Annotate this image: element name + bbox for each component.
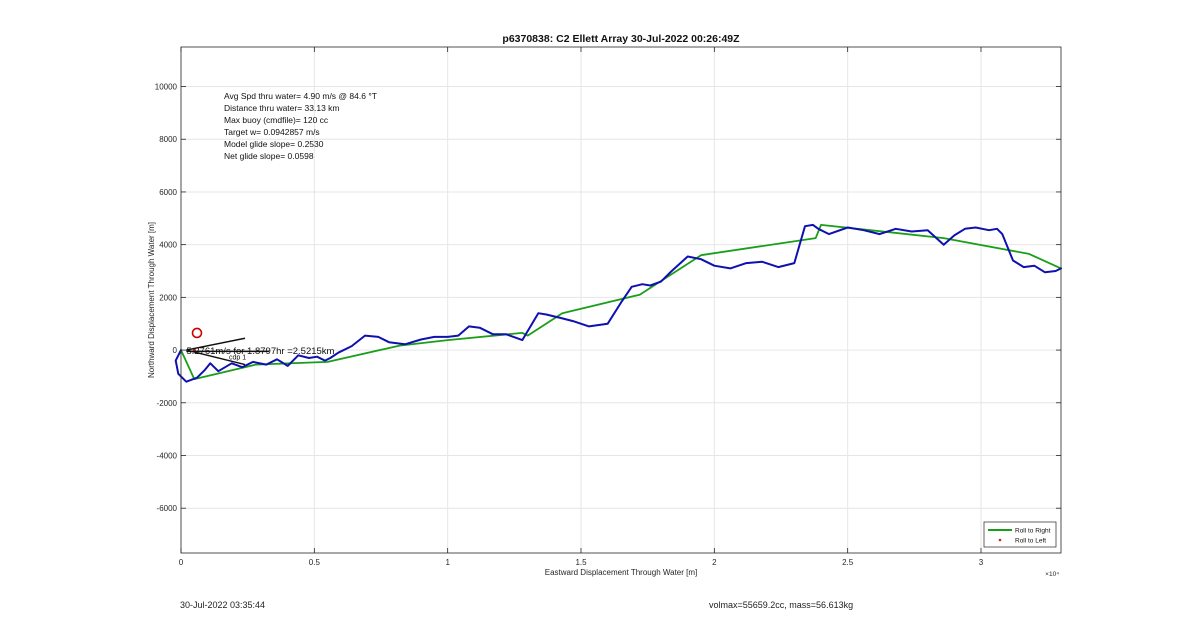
y-tick-label: 0: [173, 346, 178, 355]
x-tick-label: 1.5: [575, 558, 587, 567]
chart-title: p6370838: C2 Ellett Array 30-Jul-2022 00…: [502, 33, 740, 45]
annotation-line: Net glide slope= 0.0598: [224, 151, 314, 161]
axes-box: [180, 46, 1062, 554]
x-tick-label: 3: [979, 558, 984, 567]
annotation-line: Distance thru water= 33.13 km: [224, 103, 340, 113]
annotation-line: Model glide slope= 0.2530: [224, 139, 324, 149]
x-tick-label: 2: [712, 558, 717, 567]
axis-layer: 0 0.5 1 1.5 2 2.5 3 -6000 -4000 -2000 0 2000 4000 600…: [147, 33, 1062, 578]
x-axis-label: Eastward Displacement Through Water [m]: [545, 568, 698, 577]
x-tick-label: 1: [445, 558, 450, 567]
y-tick-label: -4000: [157, 451, 178, 460]
y-tick-label: -2000: [157, 399, 178, 408]
y-tick-label: 8000: [159, 135, 177, 144]
annotation-line: Target w= 0.0942857 m/s: [224, 127, 320, 137]
x-axis-exponent: ×10⁴: [1045, 571, 1059, 578]
annotation-line: Avg Spd thru water= 4.90 m/s @ 84.6 °T: [224, 91, 377, 101]
vector-line: [186, 349, 246, 366]
overlay-label: 5.2761m/s for 1.8797hr =2.5215km: [186, 346, 334, 357]
x-tick-label: 2.5: [842, 558, 854, 567]
y-axis-label: Northward Displacement Through Water [m]: [147, 222, 156, 378]
legend: Roll to Right Roll to Left: [983, 521, 1057, 548]
footer-timestamp: 30-Jul-2022 03:35:44: [180, 600, 266, 610]
vector-line: [186, 337, 246, 351]
y-tick-label: 4000: [159, 241, 177, 250]
circle-marker: [191, 327, 203, 339]
series-track-line: [174, 223, 1062, 383]
y-tick-label: -6000: [157, 504, 178, 513]
annotation-line: Max buoy (cmdfile)= 120 cc: [224, 115, 329, 125]
x-tick-label: 0.5: [309, 558, 321, 567]
data-layer: [174, 223, 1062, 383]
overlay-sub-label: cdp 1: [229, 355, 246, 362]
legend-label-roll-left: Roll to Left: [1015, 538, 1046, 545]
y-tick-label: 6000: [159, 188, 177, 197]
legend-box: [983, 521, 1057, 548]
y-tick-label: 2000: [159, 293, 177, 302]
footer-volmax-mass: volmax=55659.2cc, mass=56.613kg: [709, 600, 854, 610]
y-tick-label: 10000: [155, 83, 178, 92]
x-tick-label: 0: [179, 558, 184, 567]
legend-label-roll-right: Roll to Right: [1015, 528, 1051, 535]
legend-swatch-roll-left: [998, 538, 1002, 542]
